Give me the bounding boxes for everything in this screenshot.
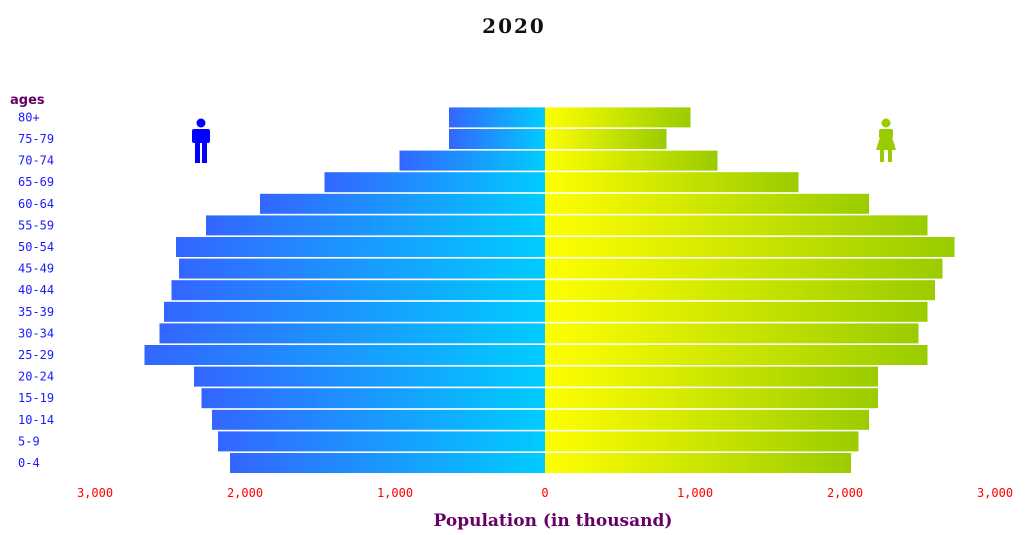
male-bar-50-54: [176, 237, 545, 257]
male-bar-0-4: [230, 453, 545, 473]
female-bar-5-9: [545, 431, 859, 452]
male-bar-55-59: [206, 215, 545, 236]
female-bar-80+: [545, 107, 691, 128]
female-bar-10-14: [545, 409, 869, 430]
female-bar-25-29: [545, 345, 928, 365]
female-bar-0-4: [545, 453, 851, 473]
male-bar-80+: [449, 107, 545, 128]
female-bar-20-24: [545, 366, 878, 387]
age-labels-layer: 0-4 5-9 10-14 15-19 20-24 25-29 30-34 35-39 40-4…: [18, 110, 54, 470]
x-tick-label: 3,000: [77, 486, 113, 500]
male-bar-5-9: [218, 431, 545, 452]
female-bar-15-19: [545, 388, 878, 409]
age-label-25-29: 25-29: [18, 348, 54, 362]
female-bar-70-74: [545, 150, 718, 171]
female-bar-75-79: [545, 129, 667, 149]
male-person-icon: [192, 118, 210, 163]
x-tick-label: 1,000: [377, 486, 413, 500]
x-tick-label: 0: [541, 486, 548, 500]
x-tick-label: 2,000: [827, 486, 863, 500]
male-bar-60-64: [260, 193, 545, 214]
age-label-60-64: 60-64: [18, 197, 54, 211]
age-label-55-59: 55-59: [18, 218, 54, 232]
age-label-30-34: 30-34: [18, 326, 54, 340]
age-label-15-19: 15-19: [18, 391, 54, 405]
age-label-75-79: 75-79: [18, 132, 54, 146]
age-label-0-4: 0-4: [18, 456, 40, 470]
age-label-5-9: 5-9: [18, 434, 40, 448]
male-bar-75-79: [449, 129, 545, 149]
male-bar-15-19: [201, 388, 545, 409]
age-label-80+: 80+: [18, 110, 40, 124]
ages-axis-label: ages: [10, 93, 45, 108]
male-bar-45-49: [179, 258, 545, 279]
x-axis-label: Population (in thousand): [434, 511, 673, 531]
male-bar-25-29: [144, 345, 545, 365]
male-bar-30-34: [159, 323, 545, 344]
age-label-10-14: 10-14: [18, 413, 54, 427]
male-bar-70-74: [399, 150, 545, 171]
age-label-45-49: 45-49: [18, 262, 54, 276]
female-bar-60-64: [545, 193, 869, 214]
male-bar-65-69: [324, 172, 545, 193]
x-ticks-layer: 3,000 2,000 1,000 0 1,000 2,000 3,000: [77, 486, 1013, 500]
male-bar-40-44: [171, 280, 545, 301]
x-tick-label: 1,000: [677, 486, 713, 500]
female-bar-35-39: [545, 301, 928, 322]
male-bar-35-39: [164, 301, 545, 322]
female-bar-65-69: [545, 172, 799, 193]
x-tick-label: 3,000: [977, 486, 1013, 500]
female-person-icon: [876, 118, 896, 162]
age-label-70-74: 70-74: [18, 154, 54, 168]
female-bar-55-59: [545, 215, 928, 236]
female-bar-40-44: [545, 280, 935, 301]
male-bar-10-14: [212, 409, 545, 430]
bars-layer: [144, 107, 955, 473]
age-label-65-69: 65-69: [18, 175, 54, 189]
male-bar-20-24: [194, 366, 545, 387]
chart-title: 2020: [482, 14, 546, 38]
female-bar-30-34: [545, 323, 919, 344]
female-bar-50-54: [545, 237, 955, 257]
age-label-20-24: 20-24: [18, 370, 54, 384]
x-tick-label: 2,000: [227, 486, 263, 500]
age-label-40-44: 40-44: [18, 283, 54, 297]
age-label-35-39: 35-39: [18, 305, 54, 319]
age-label-50-54: 50-54: [18, 240, 54, 254]
female-bar-45-49: [545, 258, 943, 279]
